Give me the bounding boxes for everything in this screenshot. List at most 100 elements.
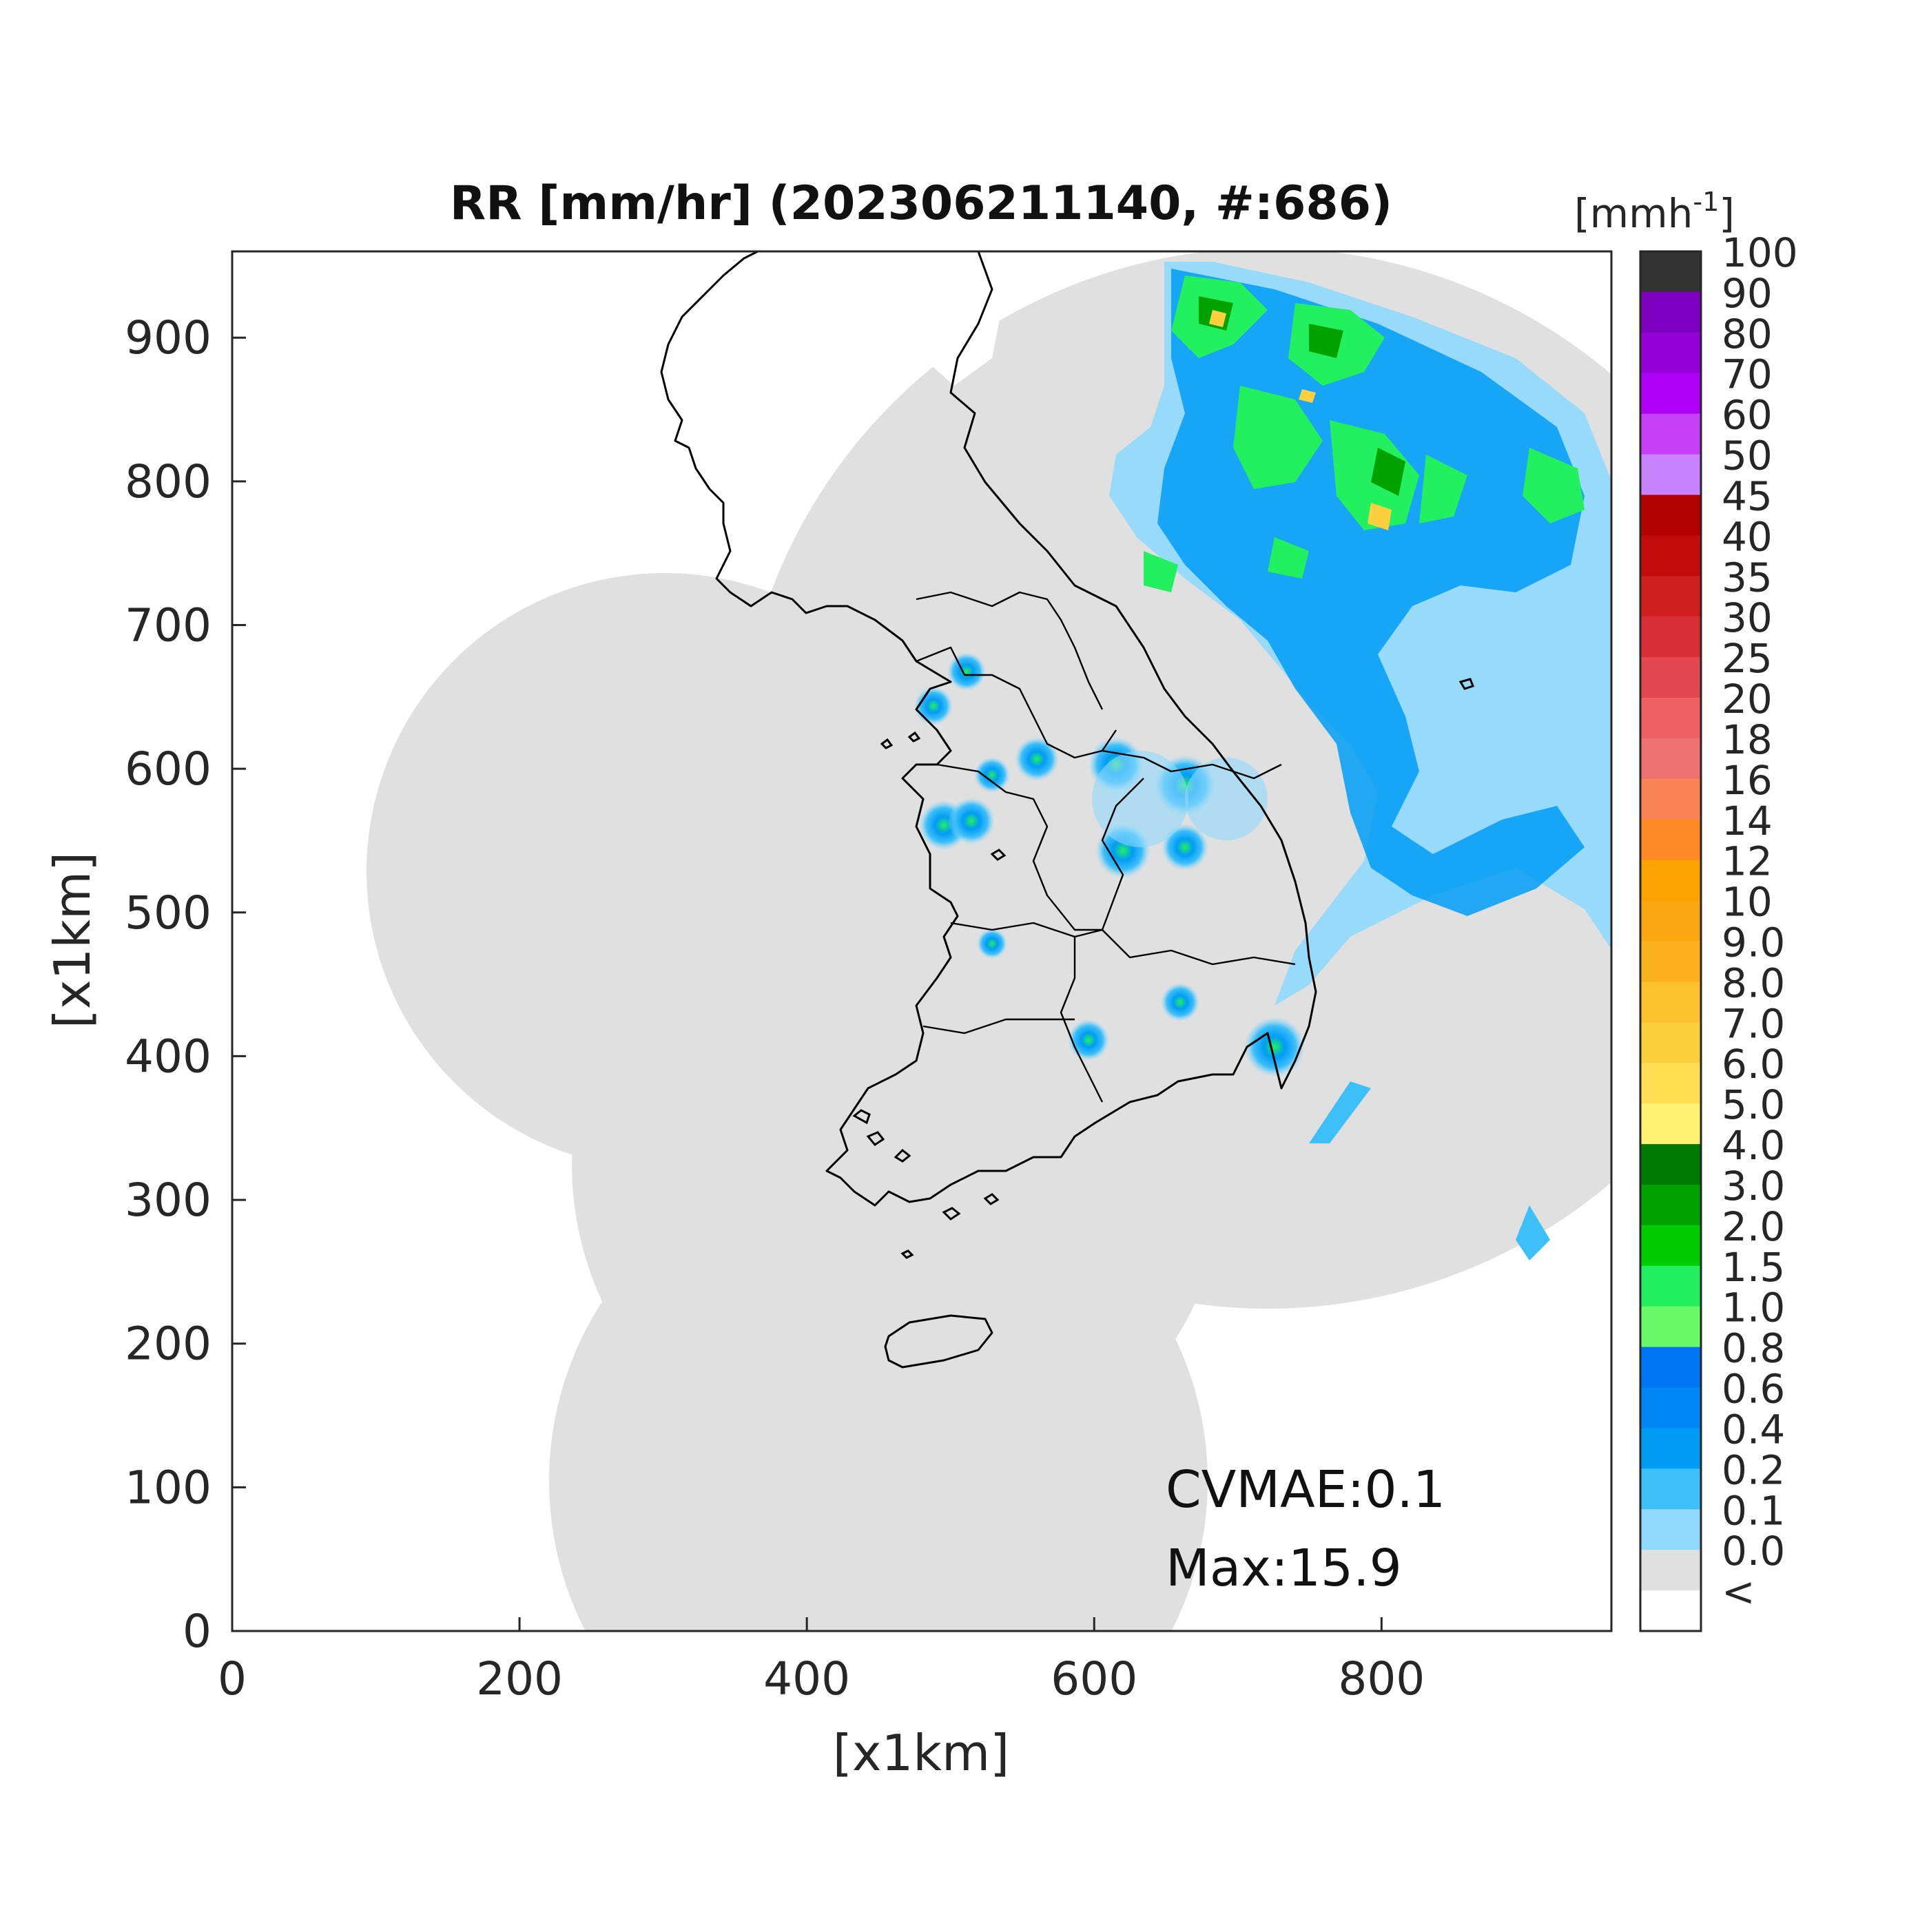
x-tick-label: 200 — [476, 1652, 563, 1705]
colorbar-swatch — [1640, 941, 1701, 982]
plot-frame — [231, 250, 1613, 1632]
y-axis: 0 100 200 300 400 500 600 700 800 900 — [125, 311, 246, 1658]
y-tick-label: 500 — [125, 886, 212, 939]
rain-light-patch — [1092, 751, 1188, 847]
uncovered-gap — [896, 251, 1013, 386]
colorbar-swatch — [1640, 1509, 1701, 1550]
colorbar-tick-label: 100 — [1722, 229, 1798, 276]
rain-cell — [1162, 824, 1208, 871]
colorbar-frame — [1639, 250, 1702, 1632]
colorbar-swatch — [1640, 291, 1701, 333]
y-tick-label: 400 — [125, 1030, 212, 1083]
province-boundaries — [916, 591, 1296, 1103]
colorbar-tick-label: 70 — [1722, 351, 1773, 398]
colorbar-swatch — [1640, 495, 1701, 536]
colorbar-tick-label: 1.5 — [1722, 1244, 1785, 1291]
colorbar-tick-label: 9.0 — [1722, 920, 1785, 966]
rain-streak — [1309, 1081, 1371, 1143]
map-title: RR [mm/hr] (202306211140, #:686) — [450, 176, 1392, 231]
colorbar-swatch — [1640, 1428, 1701, 1469]
x-axis-label: [x1km] — [833, 1724, 1009, 1782]
colorbar-tick-label: 7.0 — [1722, 1000, 1785, 1047]
y-axis-label: [x1km] — [43, 852, 101, 1028]
colorbar-swatch — [1640, 1022, 1701, 1063]
rain-peak — [1209, 310, 1392, 530]
colorbar-swatch — [1640, 413, 1701, 455]
colorbar-swatch — [1640, 1590, 1701, 1632]
colorbar-tick-label: < — [1722, 1568, 1755, 1615]
colorbar-swatch — [1640, 332, 1701, 374]
rain-cell — [947, 652, 986, 691]
colorbar-swatch — [1640, 1468, 1701, 1510]
colorbar-swatch — [1640, 819, 1701, 861]
korea-coastline — [660, 251, 1317, 1207]
colorbar-labels: 100908070605045403530252018161412109.08.… — [1722, 229, 1798, 1615]
colorbar-tick-label: 0.0 — [1722, 1528, 1785, 1575]
colorbar-swatch — [1640, 657, 1701, 698]
colorbar-tick-label: 90 — [1722, 270, 1773, 317]
colorbar-swatches — [1640, 251, 1701, 1632]
colorbar-tick-label: 60 — [1722, 392, 1773, 439]
rain-cell — [1068, 1019, 1109, 1061]
colorbar-tick-label: 45 — [1722, 472, 1773, 519]
colorbar-swatch — [1640, 373, 1701, 415]
colorbar-swatch — [1640, 778, 1701, 820]
x-axis: 0 200 400 600 800 — [218, 1617, 1425, 1705]
colorbar-tick-label: 50 — [1722, 433, 1773, 479]
coverage-circle-south — [549, 1152, 1208, 1631]
rain-cell — [914, 687, 953, 725]
colorbar-tick-label: 80 — [1722, 311, 1773, 357]
y-tick-label: 200 — [125, 1318, 212, 1371]
colorbar-swatch — [1640, 454, 1701, 495]
rain-cell — [977, 928, 1007, 959]
colorbar-swatch — [1640, 1063, 1701, 1104]
colorbar-swatch — [1640, 1225, 1701, 1267]
colorbar-tick-label: 30 — [1722, 594, 1773, 641]
rain-light-patch — [1185, 758, 1268, 840]
colorbar-swatch — [1640, 1184, 1701, 1226]
rain-cell — [1015, 737, 1059, 781]
colorbar-tick-label: 35 — [1722, 554, 1773, 601]
colorbar-tick-label: 0.1 — [1722, 1487, 1785, 1534]
colorbar-tick-label: 14 — [1722, 798, 1773, 844]
colorbar-tick-label: 5.0 — [1722, 1081, 1785, 1128]
plot-area: CVMAE:0.1 Max:15.9 — [231, 250, 1613, 1632]
colorbar-tick-label: 4.0 — [1722, 1122, 1785, 1169]
x-tick-label: 400 — [763, 1652, 850, 1705]
x-tick-label: 600 — [1051, 1652, 1137, 1705]
colorbar-swatch — [1640, 1387, 1701, 1429]
rain-streak — [1516, 1205, 1550, 1260]
colorbar-tick-label: 2.0 — [1722, 1203, 1785, 1250]
colorbar-tick-label: 3.0 — [1722, 1163, 1785, 1209]
jeju-island — [884, 1314, 993, 1369]
y-tick-label: 600 — [125, 742, 212, 796]
colorbar-swatch — [1640, 1144, 1701, 1185]
colorbar-swatch — [1640, 251, 1701, 293]
y-tick-label: 100 — [125, 1461, 212, 1514]
colorbar-swatch — [1640, 1306, 1701, 1348]
rain-field — [914, 262, 1611, 1260]
cvmae-annotation: CVMAE:0.1 — [1166, 1460, 1445, 1519]
colorbar-swatch — [1640, 981, 1701, 1023]
colorbar-swatch — [1640, 535, 1701, 577]
colorbar-tick-label: 16 — [1722, 757, 1773, 804]
x-tick-label: 0 — [218, 1652, 247, 1705]
colorbar-tick-label: 0.8 — [1722, 1325, 1785, 1372]
colorbar-swatch — [1640, 616, 1701, 658]
colorbar-swatch — [1640, 1103, 1701, 1145]
y-tick-label: 300 — [125, 1174, 212, 1227]
rain-cell — [1244, 1017, 1305, 1077]
x-tick-label: 800 — [1338, 1652, 1425, 1705]
colorbar-swatch — [1640, 698, 1701, 739]
colorbar-swatch — [1640, 576, 1701, 617]
y-tick-label: 0 — [183, 1605, 212, 1658]
colorbar-tick-label: 18 — [1722, 716, 1773, 763]
small-islands — [852, 678, 1474, 1259]
colorbar-tick-label: 40 — [1722, 513, 1773, 560]
colorbar-tick-label: 20 — [1722, 676, 1773, 723]
y-tick-label: 700 — [125, 599, 212, 652]
colorbar-swatch — [1640, 1550, 1701, 1591]
colorbar-swatch — [1640, 738, 1701, 780]
